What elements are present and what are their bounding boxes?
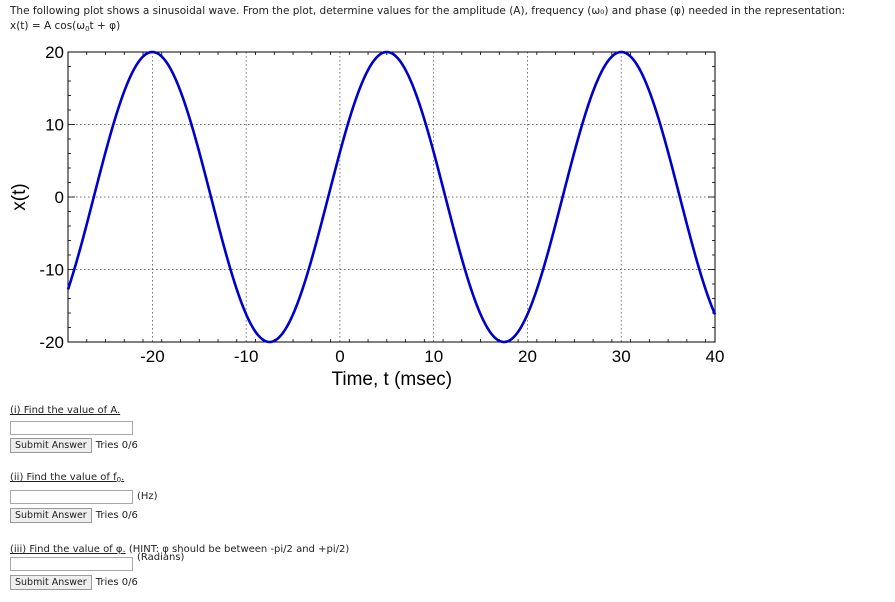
x-tick-label: 40 xyxy=(706,347,725,366)
question-phase: (iii) Find the value of φ. (HINT: φ shou… xyxy=(10,543,349,590)
x-tick-label: -10 xyxy=(234,347,259,366)
y-tick-label: 20 xyxy=(45,43,64,62)
hint-text: (HINT: φ should be between -pi/2 and +pi… xyxy=(128,544,350,555)
tries-counter: Tries 0/6 xyxy=(95,510,138,521)
y-tick-label: 0 xyxy=(55,188,64,207)
x-tick-label: -20 xyxy=(140,347,165,366)
x-tick-label: 30 xyxy=(612,347,631,366)
question-frequency: (ii) Find the value of f0. (Hz) Submit A… xyxy=(10,471,158,523)
submit-row: Submit Answer Tries 0/6 xyxy=(10,438,138,453)
y-tick-label: 10 xyxy=(45,116,64,135)
tries-counter: Tries 0/6 xyxy=(95,577,138,588)
problem-text: The following plot shows a sinusoidal wa… xyxy=(10,5,846,17)
question-amplitude: (i) Find the value of A. Submit Answer Tr… xyxy=(10,404,138,453)
y-tick-label: -20 xyxy=(39,333,64,352)
formula-pre: x(t) = A cos(ω xyxy=(10,20,86,32)
representation-formula: x(t) = A cos(ω0t + φ) xyxy=(10,19,890,37)
y-axis-label: x(t) xyxy=(9,183,30,210)
amplitude-answer-input[interactable] xyxy=(10,421,133,435)
phase-answer-input[interactable] xyxy=(10,557,133,571)
submit-answer-button[interactable]: Submit Answer xyxy=(10,575,92,590)
question-label: (i) Find the value of A. xyxy=(10,405,121,416)
y-tick-label: -10 xyxy=(39,261,64,280)
question-label: (ii) Find the value of f0. xyxy=(10,472,125,484)
x-tick-label: 10 xyxy=(424,347,443,366)
submit-answer-button[interactable]: Submit Answer xyxy=(10,438,92,453)
series-line xyxy=(66,50,717,344)
submit-row: Submit Answer Tries 0/6 xyxy=(10,508,158,523)
formula-post: t + φ) xyxy=(89,20,121,32)
unit-label: (Hz) xyxy=(137,491,158,502)
x-axis-label: Time, t (msec) xyxy=(331,369,452,390)
unit-label: (Radians) xyxy=(137,552,185,563)
sinusoid-chart: -20 -10 0 10 20 30 40 20 10 0 -10 -20 Time, t (msec)… xyxy=(9,43,725,390)
problem-statement: The following plot shows a sinusoidal wa… xyxy=(10,4,890,37)
x-tick-label: 20 xyxy=(518,347,537,366)
frequency-answer-input[interactable] xyxy=(10,490,133,504)
question-label: (iii) Find the value of φ. (HINT: φ shou… xyxy=(10,544,350,555)
x-tick-label: 0 xyxy=(335,347,344,366)
tries-counter: Tries 0/6 xyxy=(95,440,138,451)
submit-row: Submit Answer Tries 0/6 xyxy=(10,575,349,590)
submit-answer-button[interactable]: Submit Answer xyxy=(10,508,92,523)
formula-sub: 0 xyxy=(85,25,90,33)
